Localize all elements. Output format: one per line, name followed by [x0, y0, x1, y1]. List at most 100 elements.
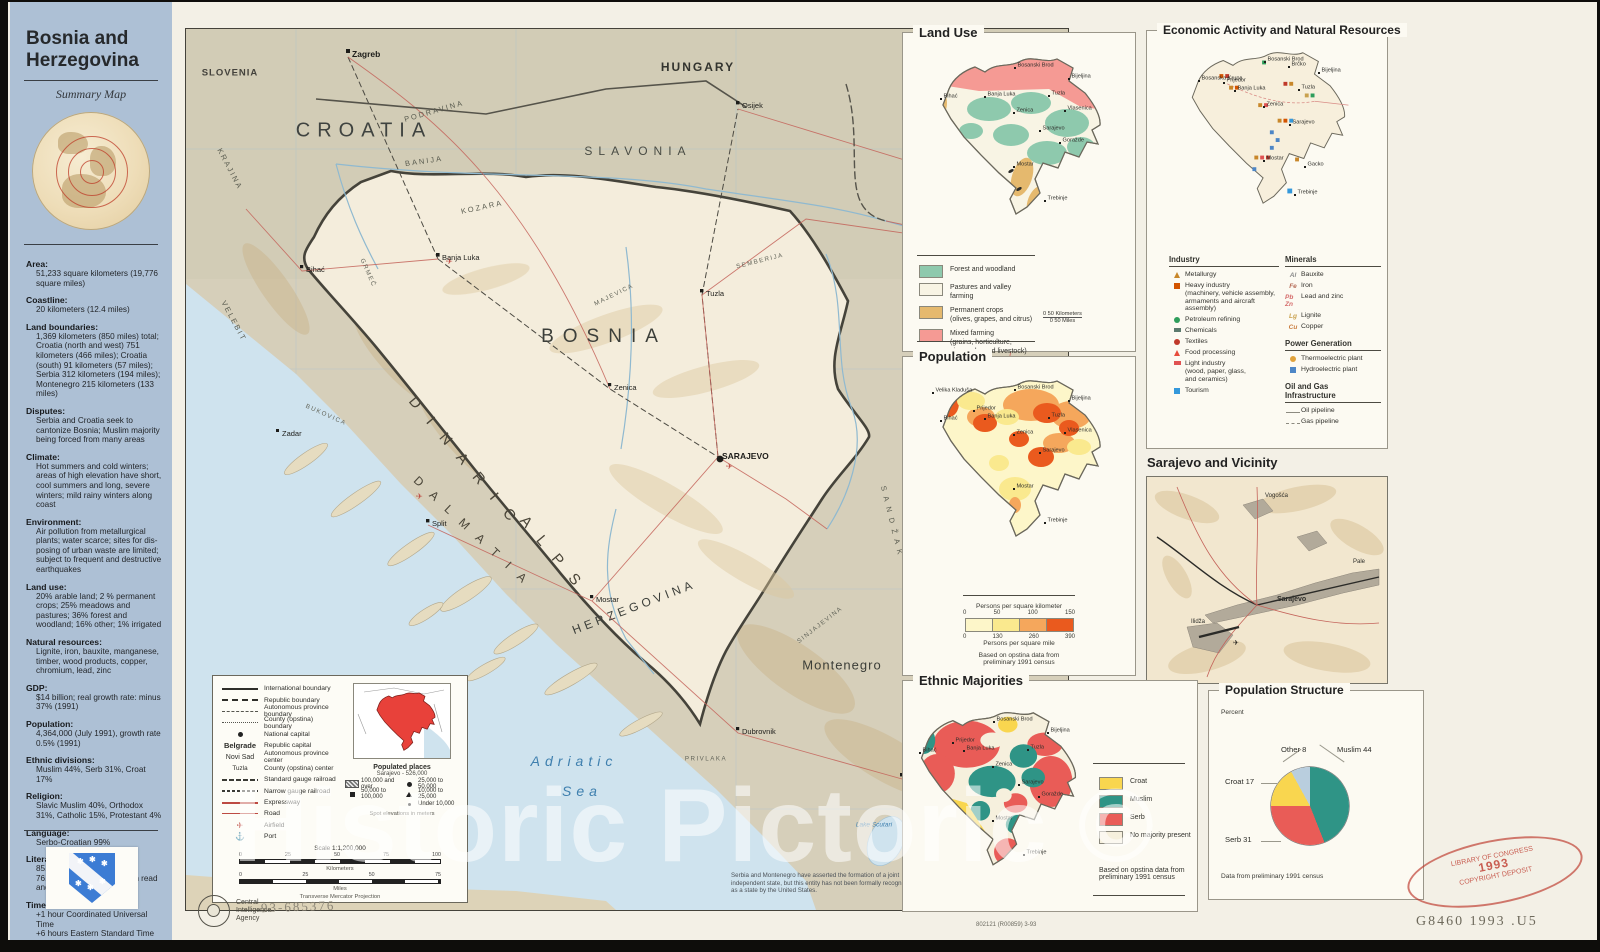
power-heading: Power Generation [1285, 339, 1381, 351]
map-series-number: 802121 (R00859) 3-93 [976, 922, 1037, 928]
fact-text: 4,364,000 (July 1991), growth rate 0.5% … [36, 729, 161, 748]
land-use-legend-item: Pastures and valley farming [919, 283, 1069, 301]
svg-text:✈: ✈ [446, 257, 453, 266]
fact-section: Population: 4,364,000 (July 1991), growth… [26, 719, 162, 748]
fact-text: 20% arable land; 2 % permanent crops; 25… [36, 591, 162, 630]
region-label: Sea [562, 783, 602, 799]
fact-text: $14 billion; real growth rate: minus 37%… [36, 692, 161, 712]
legend-label: Hydroelectric plant [1301, 365, 1358, 373]
economic-legend-item: Chemicals [1169, 327, 1279, 335]
mi-ticks: 0 25 50 75 [239, 872, 441, 879]
svg-text:Prijedor: Prijedor [977, 406, 996, 412]
economic-legend-item: Thermoelectric plant [1285, 355, 1381, 363]
port-icon: ⚓ [235, 832, 245, 842]
color-swatch [1099, 813, 1123, 826]
ethnic-legend-item: No majority present [1099, 831, 1191, 844]
legend-label: Petroleum refining [1185, 316, 1241, 324]
svg-text:Banja Luka: Banja Luka [1238, 86, 1267, 92]
mi-label: Miles [333, 886, 347, 893]
industry-heading: Industry [1169, 255, 1279, 267]
land-use-legend-item: Permanent crops (olives, grapes, and cit… [919, 306, 1069, 324]
populated-class: 25,000 to 50,000 [402, 778, 459, 790]
land-use-map: Bihać Banja Luka Bosanski Brod Bijeljina Tuz… [940, 58, 1101, 215]
fact-label: Land use: [26, 581, 67, 592]
pop-structure-title: Population Structure [1219, 683, 1350, 697]
legend-item: National capital [221, 729, 339, 740]
economic-legend-item: Tourism [1169, 387, 1279, 395]
divider [917, 255, 1035, 256]
region-label: Montenegro [802, 657, 882, 673]
mineral-symbol: Pb Zn [1285, 294, 1294, 309]
legend-label: Road [264, 810, 280, 818]
legend-label: County (opstina) center [264, 764, 334, 772]
svg-text:Goražde: Goražde [1063, 138, 1084, 144]
economic-title: Economic Activity and Natural Resources [1157, 23, 1407, 37]
legend-label: Pastures and valley farming [950, 284, 1012, 300]
color-swatch [1099, 795, 1123, 808]
legend-item: Autonomous province boundary [221, 704, 339, 718]
svg-text:Vlasenica: Vlasenica [1068, 106, 1093, 112]
populated-class: 100,000 and over [345, 778, 402, 790]
color-swatch [919, 283, 943, 296]
panel-population: Population [902, 349, 1136, 676]
svg-text:Bijeljina: Bijeljina [1322, 68, 1342, 74]
panel-pop-structure: Population Structure Percent Data from p… [1208, 683, 1424, 900]
legend-label: Lead and zinc [1301, 293, 1344, 301]
legend-item: Narrow gauge railroad [221, 786, 339, 797]
divider [1093, 895, 1185, 896]
city-label: Bihać [306, 265, 325, 274]
page-subtitle: Summary Map [55, 87, 127, 101]
svg-text:✈: ✈ [1233, 640, 1239, 647]
legend-label: Bauxite [1301, 271, 1324, 278]
legend-item: County (opstina) boundary [221, 716, 339, 730]
mineral-symbol: Al [1289, 272, 1297, 279]
svg-text:Mostar: Mostar [1017, 162, 1034, 168]
industry-icon [1290, 366, 1296, 373]
land-use-scale: 0 50 Kilometers 0 50 Miles [1043, 311, 1082, 324]
svg-text:Bosanski Brod: Bosanski Brod [1018, 385, 1054, 391]
legend-label: Metallurgy [1185, 271, 1217, 278]
legend-item: Republic boundary [221, 694, 339, 705]
industry-icon [1173, 361, 1181, 366]
fact-text: Serbia and Croatia seek to cantonize Bos… [36, 415, 160, 445]
color-swatch [919, 306, 943, 320]
percent-label: Percent [1221, 709, 1244, 716]
divider [24, 244, 158, 245]
legend-label: No majority present [1130, 832, 1191, 839]
km-label: Kilometers [326, 866, 354, 873]
fact-label: Coastline: [26, 295, 68, 306]
panel-land-use: Land Use [902, 25, 1136, 371]
svg-text:Zenica: Zenica [996, 762, 1014, 768]
legend-label: Tourism [1185, 386, 1209, 394]
svg-text:Tuzla: Tuzla [1302, 85, 1316, 91]
legend-label: Iron [1301, 282, 1313, 290]
divider [24, 830, 158, 831]
legend-item: ✈ Airfield [221, 820, 339, 831]
populated-class: 10,000 to 25,000 [402, 788, 459, 800]
map-sheet: Bosnia and Herzegovina Summary Map Area:… [8, 2, 1597, 940]
page-title: Bosnia and Herzegovina [26, 28, 139, 71]
populated-places-subtitle: Sarajevo - 526,000 [376, 771, 428, 777]
fact-label: Area: [26, 259, 48, 269]
legend-item: Novi Sad Autonomous province center [221, 750, 339, 764]
svg-text:Bihać: Bihać [923, 748, 937, 754]
region-label: HUNGARY [660, 60, 736, 74]
legend-label: Croat [1130, 778, 1148, 785]
sarajevo-title: Sarajevo and Vicinity [1147, 455, 1278, 470]
industry-icon [1174, 339, 1180, 346]
industry-icon [1174, 387, 1180, 394]
ethnic-legend: Croat Muslim Serb No majority present [1099, 777, 1191, 849]
region-label: SLAVONIA [584, 144, 692, 158]
legend-label: International boundary [264, 685, 331, 693]
color-swatch [919, 265, 943, 278]
legend-label: Expressway [264, 799, 301, 807]
legend-item: Tuzla County (opstina) center [232, 764, 334, 772]
economic-legend-item: Lg Lignite [1285, 312, 1381, 320]
fact-section: Climate: Hot summers and cold winters; ar… [26, 452, 162, 510]
economic-legend-item: Hydroelectric plant [1285, 366, 1381, 374]
fact-text: 1,369 kilometers (850 miles) total; Croa… [36, 331, 161, 399]
region-label: CROATIA [295, 119, 433, 142]
fact-section: Natural resources: Lignite, iron, bauxite… [26, 637, 162, 676]
economic-legend-item: Pb Zn Lead and zinc [1285, 293, 1381, 308]
